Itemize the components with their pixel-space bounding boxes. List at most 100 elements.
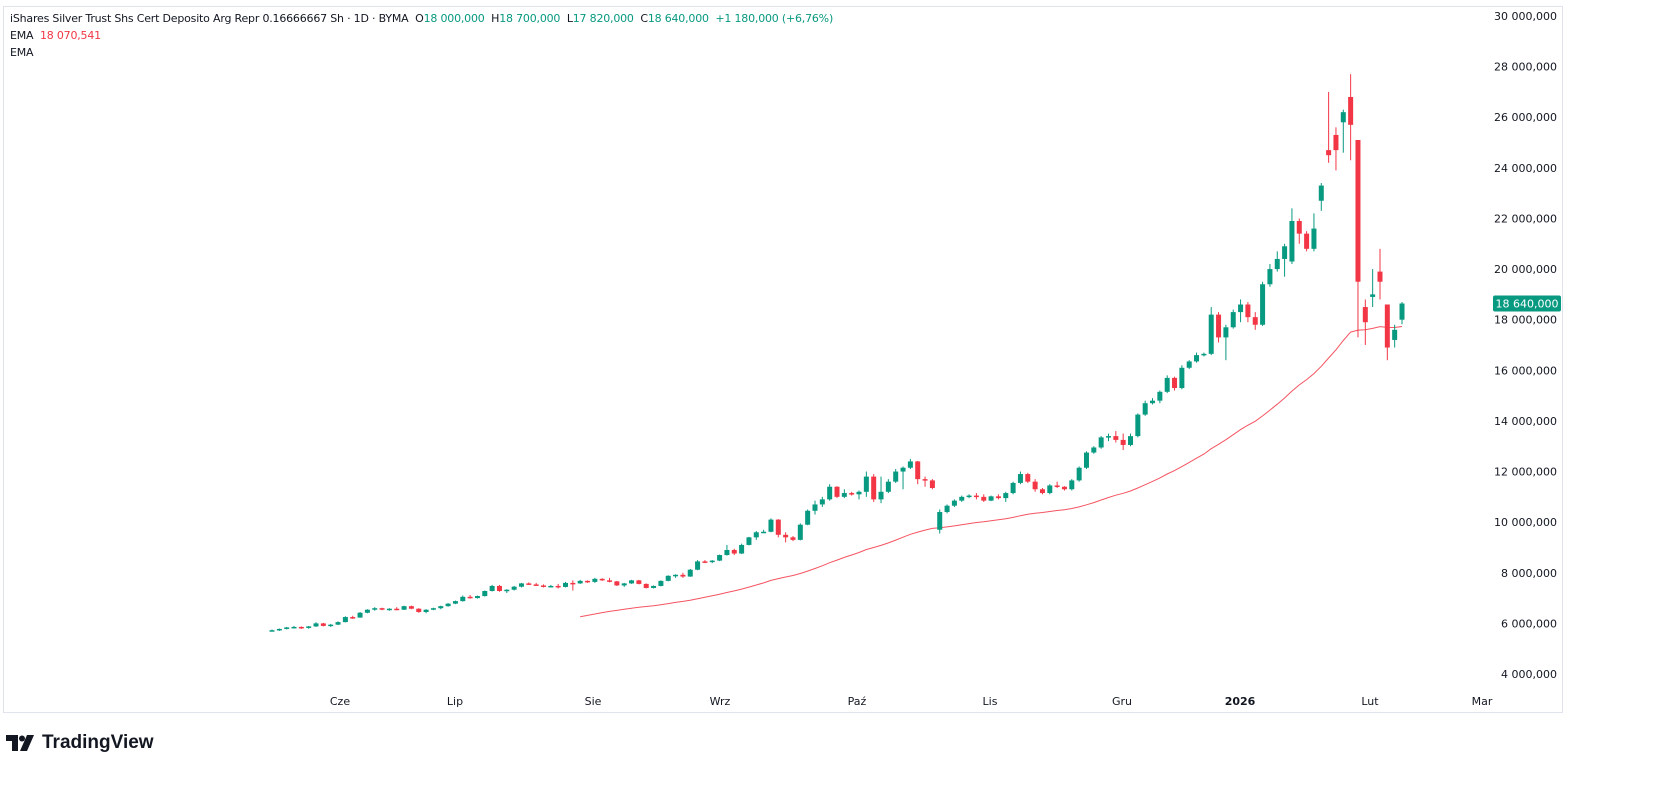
candle <box>841 489 847 499</box>
candle <box>1135 413 1141 438</box>
candle <box>511 585 517 591</box>
candle-body <box>460 596 466 602</box>
candle-body <box>1296 220 1302 234</box>
candle-body <box>1135 414 1141 437</box>
candle <box>1061 486 1067 491</box>
candle-body <box>504 589 510 592</box>
ema-value: 18 070,541 <box>39 29 101 42</box>
candle <box>1047 484 1053 495</box>
candle <box>827 484 833 501</box>
candle-body <box>1230 312 1236 328</box>
candle-body <box>357 612 363 618</box>
candle-body <box>585 580 591 583</box>
candle-body <box>1201 353 1207 356</box>
time-tick-label: Lis <box>983 695 998 708</box>
candle-body <box>320 623 326 626</box>
candle-body <box>856 491 862 495</box>
candle-body <box>1172 377 1178 389</box>
candle-body <box>1392 329 1398 340</box>
candle-body <box>1164 377 1170 392</box>
candle <box>592 577 598 583</box>
candle <box>1194 352 1200 363</box>
candle <box>467 595 473 599</box>
candle-body <box>849 493 855 495</box>
candle <box>379 607 385 611</box>
candle-body <box>548 585 554 588</box>
time-axis[interactable]: Cze Lip Sie Wrz Paź Lis Gru 2026 Lut Mar <box>330 695 1493 708</box>
candle <box>1186 360 1192 370</box>
candle <box>1054 481 1060 488</box>
candle-body <box>269 630 275 632</box>
candle <box>335 621 341 626</box>
candle <box>790 536 796 542</box>
candle-body <box>1047 485 1053 494</box>
tradingview-logo-icon <box>6 735 34 751</box>
candle-body <box>636 580 642 584</box>
candle-body <box>966 495 972 498</box>
price-tick-label: 10 000,000 <box>1494 516 1557 529</box>
candle-body <box>746 537 752 545</box>
candle <box>1098 436 1104 449</box>
candle <box>350 615 356 619</box>
price-tick-label: 24 000,000 <box>1494 162 1557 175</box>
candle <box>548 584 554 588</box>
candle <box>372 607 378 611</box>
candle <box>1032 479 1038 492</box>
candle <box>658 580 664 587</box>
candle <box>291 625 297 629</box>
candle-body <box>797 524 803 540</box>
candle-body <box>372 608 378 610</box>
candle-body <box>629 580 635 584</box>
price-tick-label: 14 000,000 <box>1494 415 1557 428</box>
candle <box>680 572 686 578</box>
candle-body <box>1355 140 1361 282</box>
candle-body <box>1370 294 1376 297</box>
candle <box>607 577 613 583</box>
candle <box>540 584 546 588</box>
candle-body <box>1223 327 1229 338</box>
candle-body <box>379 608 385 610</box>
candle-body <box>702 561 708 563</box>
candle-body <box>526 583 532 585</box>
tradingview-logo[interactable]: TradingView <box>6 732 154 754</box>
candle-body <box>1384 304 1390 348</box>
candle <box>775 519 781 538</box>
candle-body <box>680 574 686 577</box>
candle-body <box>401 606 407 610</box>
candle <box>401 605 407 610</box>
candle-body <box>643 583 649 588</box>
candle <box>878 476 884 504</box>
candle <box>1223 324 1229 361</box>
price-tick-label: 28 000,000 <box>1494 61 1557 74</box>
candle <box>665 575 671 582</box>
candle <box>1076 466 1082 482</box>
candle-body <box>783 534 789 538</box>
candle-body <box>1025 474 1031 482</box>
candle <box>563 581 569 588</box>
time-tick-label: Lut <box>1361 695 1379 708</box>
candle <box>1318 183 1324 211</box>
ema-legend-1[interactable]: EMA 18 070,541 <box>10 29 101 42</box>
candle <box>1289 208 1295 265</box>
time-tick-label: 2026 <box>1225 695 1256 708</box>
candle <box>1326 91 1332 163</box>
time-tick-label: Lip <box>447 695 463 708</box>
candle-body <box>1340 112 1346 123</box>
candle <box>753 531 759 540</box>
candle <box>1157 390 1163 404</box>
candle <box>834 486 840 499</box>
candle <box>1282 243 1288 277</box>
candle-body <box>570 582 576 585</box>
price-axis[interactable]: 30 000,000 28 000,000 26 000,000 24 000,000… <box>1494 10 1557 681</box>
candle-body <box>482 590 488 597</box>
candle-body <box>761 531 767 534</box>
candle-body <box>1142 403 1148 415</box>
candle <box>1362 299 1368 345</box>
candle-body <box>768 519 774 532</box>
candle-body <box>533 584 539 586</box>
candle-body <box>834 486 840 497</box>
candle <box>533 582 539 586</box>
ema-legend-2[interactable]: EMA <box>10 46 34 59</box>
candle <box>328 623 334 627</box>
